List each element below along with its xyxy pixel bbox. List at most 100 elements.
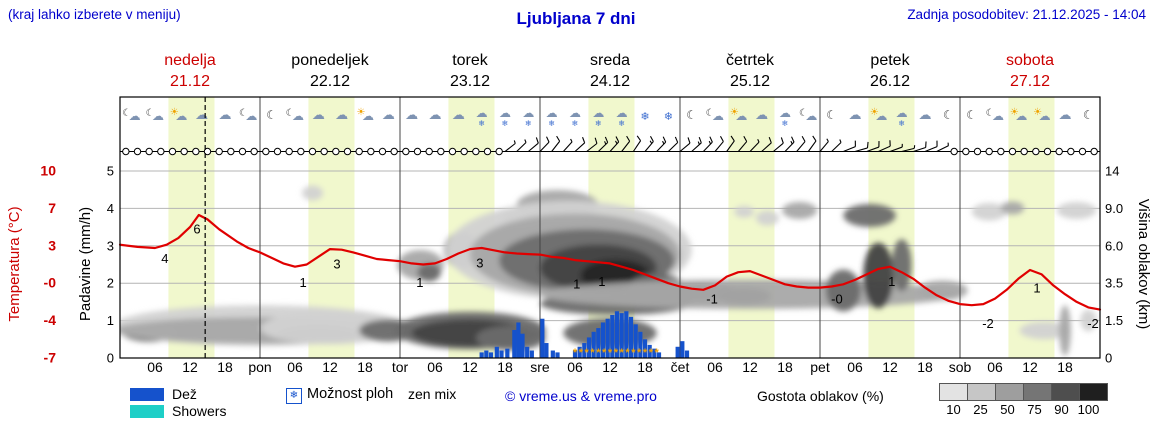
svg-text:*: * [643,347,648,359]
svg-text:06: 06 [567,359,583,375]
day-date: 27.12 [1009,73,1051,90]
svg-text:☾: ☾ [966,108,977,122]
svg-text:☁: ☁ [896,106,908,120]
density-swatch [939,383,968,401]
density-swatch-label: 75 [1027,402,1042,417]
svg-text:☾: ☾ [266,108,277,122]
density-swatch-label: 50 [1000,402,1015,417]
weather-icon-mooncloud: ☾☁ [146,108,164,123]
weather-icon-suncloud: ☀☁ [357,107,374,123]
showers-legend-swatch [130,405,164,418]
svg-text:3: 3 [476,255,483,270]
svg-text:☁: ☁ [362,109,374,123]
svg-text:☾: ☾ [239,108,248,119]
svg-text:-4: -4 [44,312,57,328]
precip-axis-title: Padavine (mm/h) [77,207,94,321]
svg-text:14: 14 [1105,164,1119,179]
svg-text:☾: ☾ [286,108,295,119]
svg-text:☁: ☁ [175,109,187,123]
day-name: sreda [589,52,631,69]
svg-text:12: 12 [322,359,338,375]
svg-text:2: 2 [107,276,114,291]
density-swatch [995,383,1024,401]
svg-text:*: * [631,347,636,359]
svg-text:☁: ☁ [335,107,348,122]
svg-text:☁: ☁ [735,109,747,123]
svg-text:☀: ☀ [170,107,179,118]
copyright-link[interactable]: © vreme.us & vreme.pro [505,388,657,404]
density-swatch-label: 10 [946,402,961,417]
svg-text:*: * [602,347,607,359]
svg-text:☁: ☁ [919,107,932,122]
svg-text:čet: čet [671,359,690,375]
svg-text:☁: ☁ [245,109,257,123]
svg-text:☁: ☁ [522,106,534,120]
svg-text:☁: ☁ [152,109,164,123]
svg-text:❄: ❄ [525,119,532,128]
showers-legend-label: Showers [172,403,227,419]
weather-icon-cloud: ☁ [335,107,348,122]
svg-text:☁: ☁ [312,107,325,122]
weather-icon-mooncloud: ☾☁ [706,108,724,123]
snow-chance-label: Možnost ploh [307,386,394,402]
temperature-axis-title: Temperatura (°C) [6,206,23,321]
svg-text:*: * [596,347,601,359]
weather-icon-mooncloud: ☾☁ [239,108,257,123]
svg-text:*: * [573,347,578,359]
svg-text:☾: ☾ [826,108,837,122]
rain-legend-swatch [130,388,164,401]
snow-chance-icon: ❄ [286,388,302,404]
svg-text:12: 12 [182,359,198,375]
grid-vertical [259,97,961,358]
density-swatch [1079,383,1108,401]
density-swatch-label: 25 [973,402,988,417]
weather-icon-cloud: ☁ [429,107,442,122]
svg-text:1: 1 [573,276,580,291]
day-name: četrtek [725,52,774,69]
svg-text:☾: ☾ [686,108,697,122]
svg-text:☁: ☁ [1039,109,1051,123]
weather-icon-cloud: ☁ [382,107,395,122]
menu-hint-text: (kraj lahko izberete v meniju) [8,7,181,22]
weather-icon-mooncloud: ☾☁ [986,108,1004,123]
weather-icon-moon: ☾ [826,108,837,122]
svg-text:*: * [649,347,654,359]
svg-text:*: * [590,347,595,359]
plot-frame [119,96,1101,359]
svg-text:12: 12 [1022,359,1038,375]
svg-text:☁: ☁ [592,106,604,120]
weather-icon-suncloud: ☀☁ [170,107,187,123]
svg-text:1: 1 [416,275,423,290]
svg-text:1: 1 [1033,281,1040,296]
day-date: 21.12 [169,73,211,90]
svg-text:0: 0 [1105,351,1112,366]
svg-text:☀: ☀ [870,107,879,118]
svg-text:☁: ☁ [476,106,488,120]
svg-text:tor: tor [392,359,409,375]
svg-text:☁: ☁ [129,109,141,123]
svg-text:-2: -2 [1087,316,1099,331]
svg-text:18: 18 [1057,359,1073,375]
day-name: torek [452,52,488,69]
weather-icon-suncloud: ☀☁ [1033,107,1050,123]
svg-text:❄: ❄ [548,119,555,128]
weather-icon-moon: ☾ [686,108,697,122]
density-swatch-label: 90 [1054,402,1069,417]
svg-text:☾: ☾ [799,108,808,119]
svg-text:3: 3 [48,237,56,253]
rain-legend-label: Dež [172,386,197,402]
svg-text:6.0: 6.0 [1105,238,1123,253]
svg-text:❄: ❄ [572,119,579,128]
svg-text:*: * [620,347,625,359]
svg-text:☾: ☾ [943,108,954,122]
svg-text:12: 12 [602,359,618,375]
svg-text:☀: ☀ [730,107,739,118]
day-col-nedelja: nedelja 21.12 [120,50,260,92]
weather-icon-moon: ☾ [966,108,977,122]
wind-row [120,135,1100,156]
weather-icon-snow: ❄ [664,111,673,123]
day-name: nedelja [164,52,216,69]
svg-text:☁: ☁ [382,107,395,122]
